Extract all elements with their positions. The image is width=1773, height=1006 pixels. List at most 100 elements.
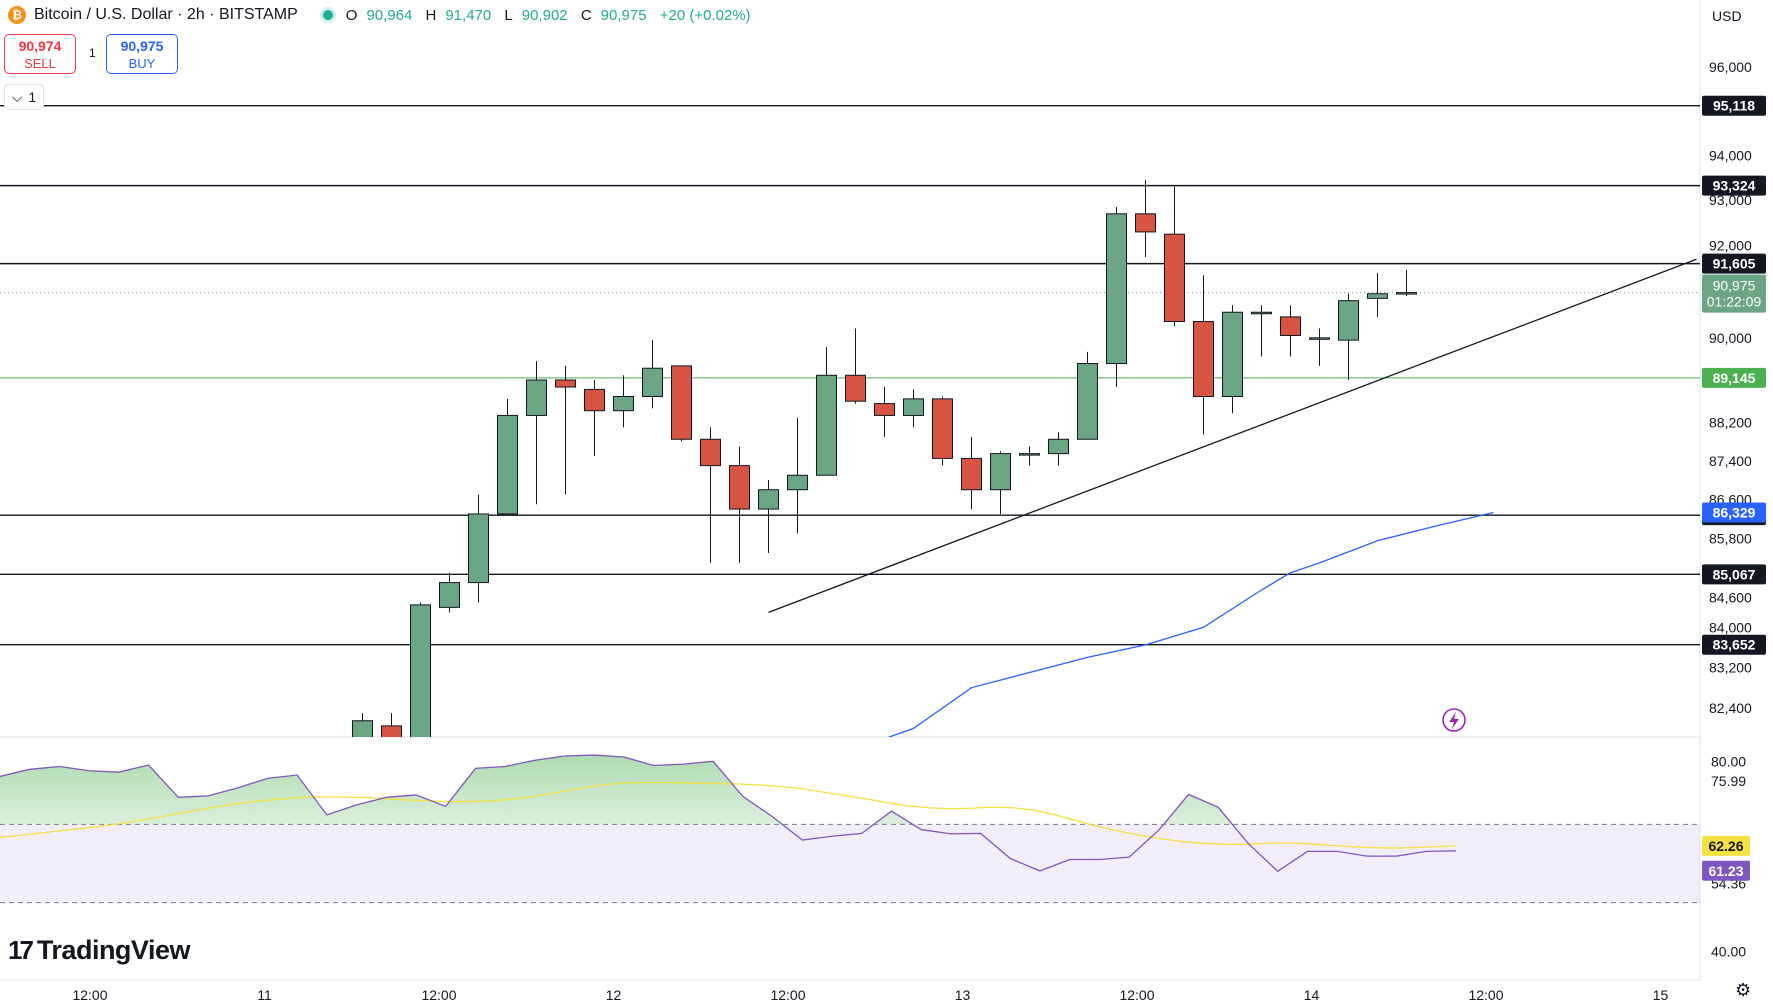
- symbol-header[interactable]: ₿ Bitcoin / U.S. Dollar · 2h · BITSTAMP …: [0, 0, 751, 30]
- candle-up: [497, 414, 518, 515]
- low-label: L: [504, 6, 513, 24]
- spread-value: 1: [89, 46, 96, 60]
- ohlc-readout: O 90,964 H 91,470 L 90,902 C 90,975 +20 (+0.…: [346, 7, 751, 24]
- rsi-line: [0, 754, 1457, 873]
- buy-price: 90,975: [120, 38, 164, 54]
- rsi-overbought-fill: [0, 755, 1233, 825]
- candle-down: [1135, 213, 1156, 233]
- candle-up: [1309, 337, 1330, 340]
- tradingview-logo-icon: 17: [8, 935, 34, 965]
- candle-up: [787, 474, 808, 491]
- high-value: 91,470: [445, 6, 492, 24]
- candle-up: [1048, 438, 1069, 455]
- market-status-icon: [319, 7, 336, 23]
- price-axis-tick-label: 85,800: [1709, 530, 1752, 546]
- price-line-label-bg: [1702, 634, 1766, 655]
- close-value: 90,975: [600, 6, 647, 24]
- tradingview-logo-text: TradingView: [36, 935, 191, 965]
- open-value: 90,964: [366, 6, 413, 24]
- current-price-label: 90,975: [1713, 278, 1756, 294]
- buy-button[interactable]: 90,975 BUY: [106, 34, 178, 74]
- low-value: 90,902: [521, 6, 568, 24]
- candle-down: [729, 465, 750, 510]
- price-line-label-bg: [1702, 253, 1766, 274]
- time-axis-tick-label: 11: [257, 987, 272, 1003]
- high-label: H: [425, 6, 437, 24]
- sell-button[interactable]: 90,974 SELL: [4, 34, 76, 74]
- support-price-label-bg: [1702, 367, 1766, 388]
- candle-up: [1367, 293, 1388, 299]
- price-axis-tick-label: 92,000: [1709, 238, 1752, 254]
- sell-price: 90,974: [18, 38, 62, 54]
- candle-up: [758, 489, 779, 510]
- close-label: C: [580, 6, 592, 24]
- candle-up: [1251, 311, 1272, 315]
- change-value: +20 (+0.02%): [659, 6, 751, 24]
- candle-up: [1338, 300, 1359, 341]
- price-axis-tick-label: 87,400: [1709, 453, 1752, 469]
- time-axis-tick-label: 12:00: [421, 987, 456, 1003]
- candle-up: [410, 604, 431, 737]
- candle-up: [816, 374, 837, 476]
- time-axis-tick-label: 15: [1653, 987, 1669, 1003]
- rsi-axis-tick-label: 80.00: [1711, 754, 1746, 770]
- moving-average-value-label: 86,329: [1713, 505, 1756, 521]
- candle-up: [1106, 213, 1127, 365]
- candle-up: [642, 367, 663, 397]
- price-axis-tick-label: 94,000: [1709, 147, 1752, 163]
- price-line-label: 93,324: [1713, 178, 1756, 194]
- candle-down: [584, 388, 605, 412]
- price-axis-tick-label: 84,000: [1709, 619, 1752, 635]
- time-axis-tick-label: 12: [606, 987, 622, 1003]
- rsi-value-label: 61.23: [1708, 863, 1743, 879]
- price-line-label-bg: [1702, 564, 1766, 585]
- price-line-label: 91,605: [1713, 256, 1756, 272]
- candle-down: [700, 438, 721, 467]
- rsi-axis-tick-label: 75.99: [1711, 773, 1746, 789]
- price-axis-tick-label: 82,400: [1709, 700, 1752, 716]
- indicator-toggle-button[interactable]: ⌵ 1: [4, 84, 44, 110]
- rsi-value-label-bg: [1702, 860, 1750, 881]
- time-axis-tick-label: 12:00: [1468, 987, 1503, 1003]
- lightning-icon[interactable]: [1442, 708, 1466, 732]
- candle-down: [1193, 321, 1214, 397]
- candle-countdown-label: 01:22:09: [1707, 294, 1762, 310]
- rsi-ma-value-label: 62.26: [1708, 838, 1743, 854]
- price-axis-tick-label: 93,000: [1709, 192, 1752, 208]
- open-label: O: [345, 6, 358, 24]
- candle-down: [845, 374, 866, 402]
- buy-label: BUY: [128, 56, 156, 71]
- price-axis-tick-label: 88,200: [1709, 415, 1752, 431]
- currency-selector[interactable]: USD: [1712, 8, 1742, 24]
- price-line-label: 95,118: [1713, 98, 1755, 114]
- symbol-title[interactable]: Bitcoin / U.S. Dollar · 2h · BITSTAMP: [34, 6, 298, 23]
- gear-icon[interactable]: ⚙: [1735, 980, 1752, 1000]
- candle-up: [352, 720, 373, 737]
- candle-down: [1280, 316, 1301, 336]
- moving-average-line: [887, 511, 1494, 737]
- candle-down: [555, 379, 576, 388]
- candle-up: [439, 582, 460, 608]
- rsi-band-fill: [0, 824, 1700, 903]
- price-line-label-bg: [1702, 95, 1766, 116]
- candle-down: [932, 398, 953, 459]
- ascending-trendline: [768, 258, 1697, 613]
- rsi-moving-average-line: [0, 781, 1457, 849]
- candle-up: [613, 395, 634, 412]
- candle-down: [1164, 233, 1185, 323]
- candle-down: [671, 365, 692, 440]
- candle-up: [903, 398, 924, 416]
- tradingview-logo[interactable]: 17 TradingView: [8, 935, 190, 966]
- candle-up: [1019, 453, 1040, 456]
- sell-label: SELL: [24, 56, 56, 71]
- candle-down: [961, 457, 982, 491]
- candle-up: [990, 453, 1011, 491]
- price-line-label: 83,652: [1713, 637, 1756, 653]
- time-axis-tick-label: 12:00: [770, 987, 805, 1003]
- indicator-count: 1: [28, 89, 37, 105]
- rsi-axis-tick-label: 40.00: [1711, 944, 1746, 960]
- price-line-label: 85,067: [1713, 566, 1756, 582]
- time-axis-tick-label: 12:00: [72, 987, 107, 1003]
- lightning-icon-bolt: [1449, 712, 1459, 729]
